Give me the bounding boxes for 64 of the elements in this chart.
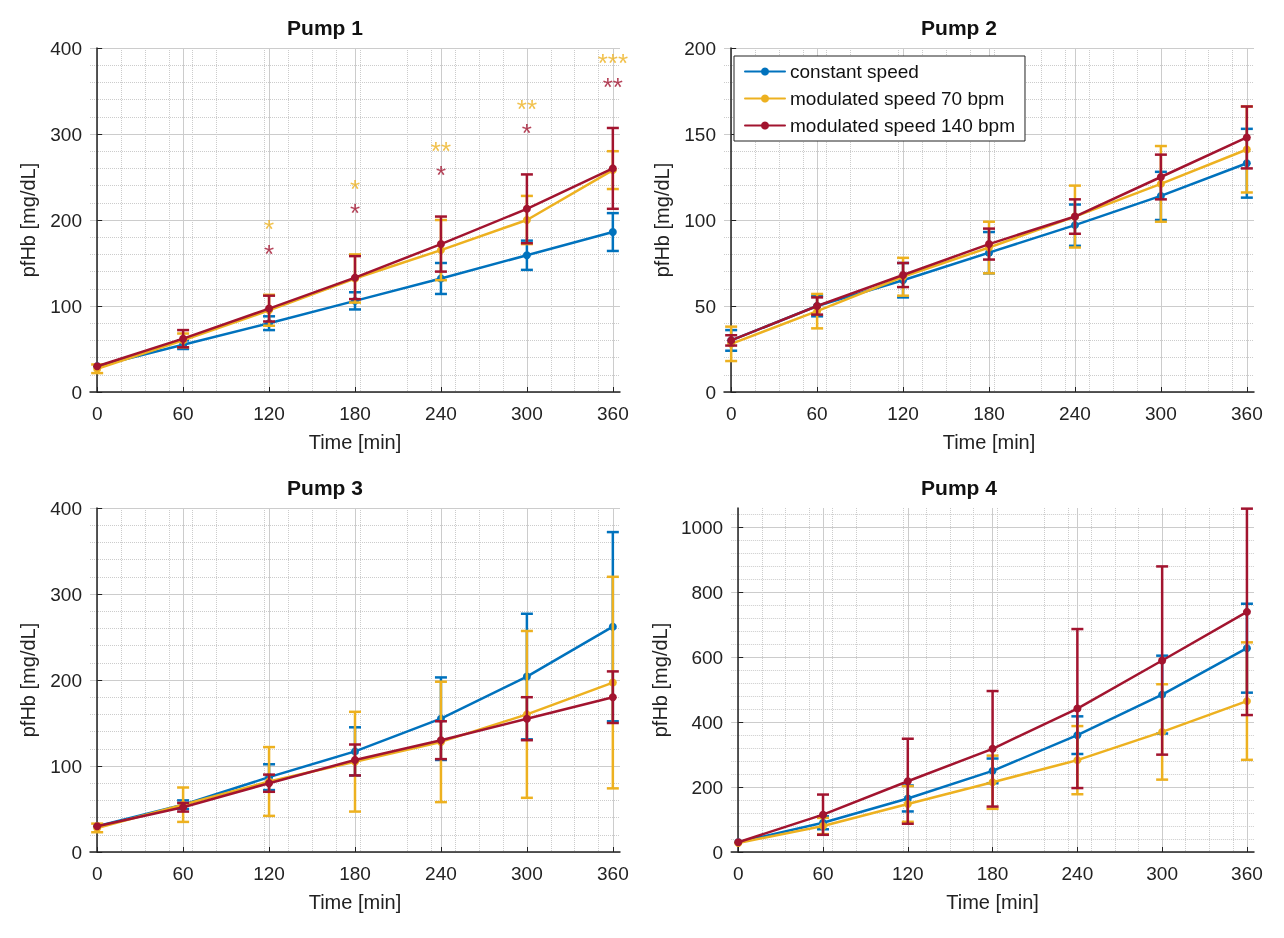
x-tick-label: 240: [1061, 863, 1094, 884]
y-tick-label: 100: [50, 755, 82, 777]
y-tick-label: 300: [50, 123, 82, 145]
y-tick-label: 600: [691, 646, 724, 668]
x-tick-label: 360: [1230, 403, 1263, 424]
x-axis-title: Time [min]: [942, 431, 1036, 453]
x-tick-label: 120: [253, 863, 285, 884]
legend-label: modulated speed 70 bpm: [790, 88, 1005, 109]
x-tick-label: 300: [511, 863, 543, 884]
x-tick-label: 180: [973, 403, 1005, 424]
chart-title: Pump 4: [921, 476, 998, 499]
x-tick-label: 240: [1059, 403, 1091, 424]
x-tick-label: 300: [1146, 863, 1178, 884]
x-tick-label: 120: [891, 863, 924, 884]
x-tick-label: 240: [425, 403, 457, 424]
x-tick-label: 0: [91, 863, 103, 884]
x-tick-label: 120: [253, 403, 285, 424]
x-tick-label: 180: [339, 863, 371, 884]
legend-label: constant speed: [790, 61, 919, 82]
y-tick-label: 150: [684, 123, 716, 145]
chart-title: Pump 3: [287, 476, 363, 499]
x-axis-title: Time [min]: [308, 431, 402, 453]
y-tick-label: 0: [712, 841, 724, 863]
chart-title: Pump 1: [287, 16, 364, 39]
x-tick-label: 60: [172, 403, 194, 424]
x-tick-label: 0: [732, 863, 744, 884]
x-tick-label: 120: [887, 403, 919, 424]
x-tick-label: 180: [339, 403, 371, 424]
y-tick-label: 1000: [680, 516, 724, 538]
y-tick-label: 200: [50, 209, 82, 231]
chart-title: Pump 2: [921, 16, 997, 39]
x-tick-label: 300: [511, 403, 543, 424]
x-tick-label: 60: [806, 403, 828, 424]
x-tick-label: 60: [812, 863, 834, 884]
y-tick-label: 400: [50, 37, 82, 59]
x-tick-label: 360: [1231, 863, 1263, 884]
x-axis-title: Time [min]: [308, 891, 402, 913]
y-tick-label: 300: [50, 583, 82, 605]
y-axis-title: pfHb [mg/dL]: [17, 622, 39, 738]
y-tick-label: 200: [50, 669, 82, 691]
x-tick-label: 240: [425, 863, 457, 884]
x-axis-title: Time [min]: [946, 891, 1039, 913]
y-tick-label: 0: [705, 381, 716, 403]
y-tick-label: 200: [684, 37, 716, 59]
y-tick-label: 200: [691, 776, 724, 798]
x-tick-label: 300: [1145, 403, 1177, 424]
y-tick-label: 400: [691, 711, 724, 733]
x-tick-label: 360: [596, 403, 629, 424]
y-tick-label: 400: [50, 497, 82, 519]
y-axis-title: pfHb [mg/dL]: [649, 622, 671, 738]
legend-label: modulated speed 140 bpm: [790, 115, 1015, 136]
x-tick-label: 60: [172, 863, 194, 884]
x-tick-label: 0: [725, 403, 737, 424]
y-tick-label: 50: [694, 295, 716, 317]
y-tick-label: 800: [691, 581, 724, 603]
x-tick-label: 360: [596, 863, 629, 884]
x-tick-label: 0: [91, 403, 103, 424]
y-axis-title: pfHb [mg/dL]: [651, 162, 673, 278]
y-tick-label: 0: [71, 381, 82, 403]
y-tick-label: 100: [684, 209, 716, 231]
y-axis-title: pfHb [mg/dL]: [17, 162, 39, 278]
y-tick-label: 100: [50, 295, 82, 317]
y-tick-label: 0: [71, 841, 82, 863]
x-tick-label: 180: [976, 863, 1009, 884]
